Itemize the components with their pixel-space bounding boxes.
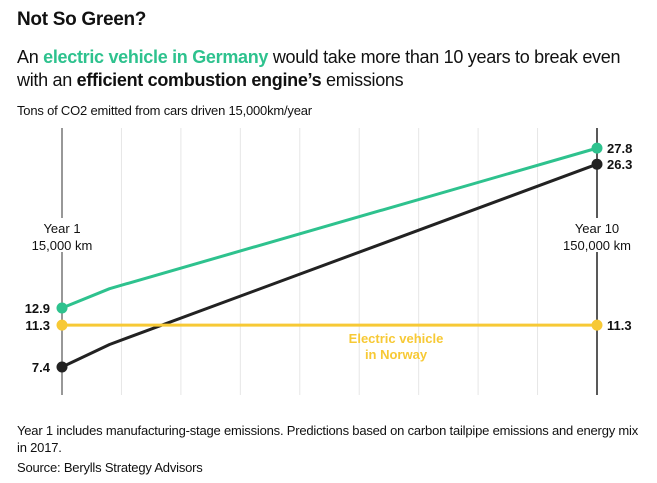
data-label-combustion-start: 7.4: [32, 360, 51, 375]
data-label-combustion-end: 26.3: [607, 157, 632, 172]
series-line-combustion: [61, 162, 598, 369]
series-name-label: Electric vehicle: [349, 331, 444, 346]
subtitle-highlight-combustion: efficient combustion engine’s: [76, 70, 322, 90]
data-label-ev_norway-end: 11.3: [607, 318, 632, 333]
data-point-ev_germany-end: [591, 142, 603, 154]
subtitle-text: emissions: [321, 70, 404, 90]
chart-title: Not So Green?: [17, 9, 147, 30]
data-label-ev_germany-end: 27.8: [607, 141, 632, 156]
x-tick-label: 150,000 km: [563, 238, 631, 253]
y-axis-label: Tons of CO2 emitted from cars driven 15,…: [17, 103, 312, 118]
data-label-ev_germany-start: 12.9: [25, 301, 50, 316]
x-tick-label: Year 10: [575, 221, 619, 236]
footnote: Year 1 includes manufacturing-stage emis…: [17, 423, 639, 455]
chart-subtitle: An electric vehicle in Germany would tak…: [17, 46, 647, 92]
series-name-label: in Norway: [365, 347, 428, 362]
data-point-combustion-start: [56, 361, 68, 373]
data-point-ev_germany-start: [56, 302, 68, 314]
x-label-background: [22, 218, 102, 252]
subtitle-text: An: [17, 47, 44, 67]
subtitle-text: would take more than 10 years to break e…: [17, 47, 621, 90]
x-label-background: [557, 218, 637, 252]
data-point-ev_norway-end: [591, 319, 603, 331]
data-point-ev_norway-start: [56, 319, 68, 331]
data-point-combustion-end: [591, 158, 603, 170]
x-tick-label: Year 1: [43, 221, 80, 236]
data-label-ev_norway-start: 11.3: [25, 318, 50, 333]
subtitle-highlight-ev-germany: electric vehicle in Germany: [43, 47, 269, 67]
series-line-ev_germany: [61, 146, 598, 310]
x-tick-label: 15,000 km: [32, 238, 93, 253]
source: Source: Berylls Strategy Advisors: [17, 460, 203, 475]
